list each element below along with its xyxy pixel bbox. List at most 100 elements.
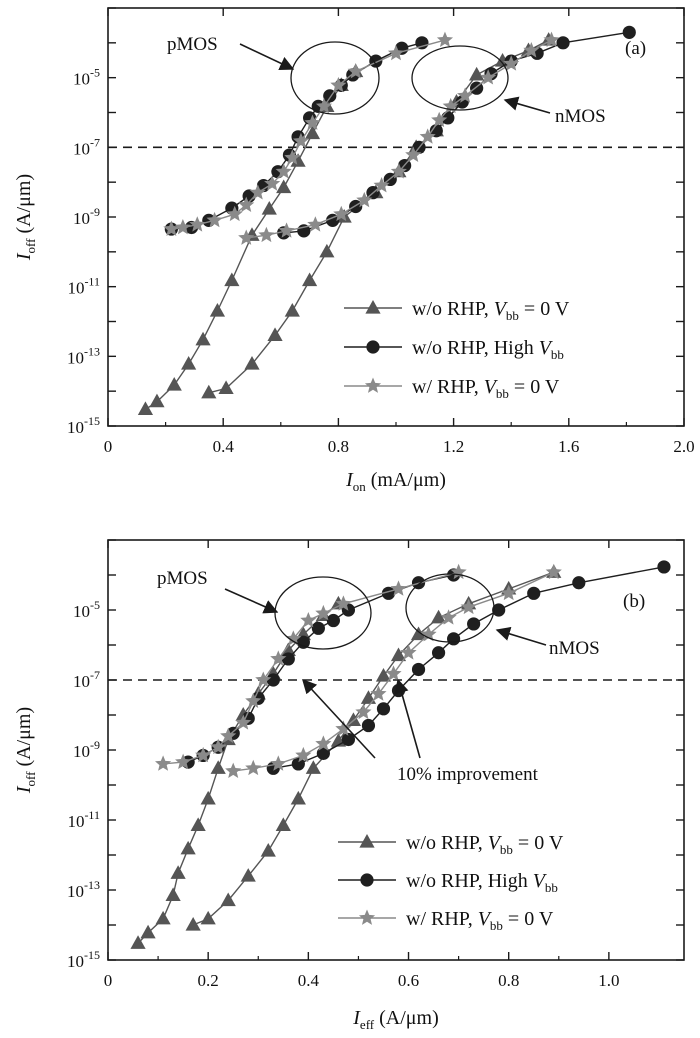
data-point-star — [370, 685, 387, 701]
data-point-triangle — [290, 153, 306, 167]
data-point-star — [523, 42, 540, 58]
data-point-star — [545, 563, 562, 580]
x-axis-unit: (A/μm) — [374, 1007, 439, 1029]
data-point-triangle — [224, 272, 240, 287]
data-point-triangle — [319, 243, 335, 258]
data-point-star — [335, 595, 352, 611]
legend-subscript: bb — [545, 880, 558, 895]
legend-text: w/o RHP, — [412, 298, 494, 320]
data-point-star — [163, 220, 180, 236]
data-point-triangle — [200, 790, 216, 805]
data-point-triangle — [261, 200, 277, 215]
x-tick-label: 1.2 — [443, 437, 464, 456]
y-tick-label: 10-5 — [73, 598, 100, 621]
y-tick-exponent: -15 — [84, 948, 100, 962]
data-point-circle — [291, 757, 305, 771]
data-point-triangle — [200, 910, 216, 925]
x-tick-label: 0.8 — [498, 971, 519, 990]
data-point-triangle — [430, 609, 447, 624]
data-point-star — [220, 727, 237, 743]
x-tick-label: 1.0 — [598, 971, 619, 990]
legend-marker-triangle — [365, 300, 381, 314]
data-point-star — [249, 184, 266, 200]
data-point-star — [405, 146, 422, 162]
data-point-star — [284, 149, 301, 165]
legend-variable: V — [478, 908, 493, 930]
highlight-ellipse — [411, 45, 509, 111]
data-point-star — [174, 218, 191, 235]
x-tick-label: 0 — [104, 971, 113, 990]
y-axis-label: Ioff (A/μm) — [13, 707, 38, 794]
legend-text: w/ RHP, — [406, 908, 478, 930]
data-point-star — [155, 755, 172, 771]
y-tick-exponent: -5 — [90, 598, 100, 612]
data-point-star — [419, 128, 436, 144]
data-point-circle — [391, 683, 406, 698]
data-point-triangle — [244, 356, 260, 370]
data-point-star — [238, 196, 255, 212]
data-point-triangle — [209, 303, 226, 317]
y-axis-unit: (A/μm) — [13, 174, 35, 239]
data-point-star — [460, 598, 477, 615]
legend-subscript: bb — [496, 386, 509, 401]
legend-label: w/o RHP, Vbb = 0 V — [406, 832, 564, 857]
data-point-triangle — [260, 843, 276, 857]
data-point-star — [292, 132, 310, 149]
legend-marker-star — [358, 909, 376, 925]
plot-frame — [107, 539, 685, 961]
legend-label: w/ RHP, Vbb = 0 V — [406, 908, 554, 933]
data-point-star — [275, 163, 292, 179]
data-point-star — [387, 44, 405, 61]
data-point-triangle — [201, 384, 217, 399]
legend-label: w/ RHP, Vbb = 0 V — [412, 376, 560, 401]
data-point-triangle — [304, 125, 321, 140]
data-point-circle — [311, 621, 325, 635]
x-tick-label: 0.6 — [398, 971, 419, 990]
data-point-star — [210, 738, 227, 755]
data-point-circle — [361, 718, 376, 733]
series-star — [155, 563, 562, 778]
data-point-star — [300, 612, 317, 628]
panel-label: (b) — [623, 591, 645, 612]
data-point-star — [315, 735, 332, 751]
data-point-star — [543, 31, 560, 47]
data-point-triangle — [185, 917, 201, 931]
annotation-label: pMOS — [167, 34, 218, 55]
data-point-circle — [572, 576, 586, 590]
data-point-triangle — [302, 272, 318, 287]
annotation-label: 10% improvement — [397, 764, 539, 785]
panel-label: (a) — [625, 38, 646, 59]
data-point-triangle — [410, 626, 427, 641]
data-point-circle — [266, 673, 280, 687]
legend-subscript: bb — [500, 842, 513, 857]
data-point-star — [330, 76, 347, 93]
data-point-star — [285, 630, 302, 646]
data-point-star — [333, 205, 350, 222]
data-point-circle — [527, 586, 541, 600]
y-tick-base: 10 — [73, 209, 90, 228]
y-axis-symbol: I — [13, 785, 35, 794]
data-point-star — [255, 671, 272, 687]
y-tick-label: 10-13 — [67, 878, 100, 901]
y-tick-label: 10-15 — [67, 414, 100, 437]
data-point-circle — [411, 662, 426, 677]
y-tick-base: 10 — [67, 882, 84, 901]
x-axis-symbol: I — [352, 1007, 361, 1029]
data-point-star — [385, 665, 402, 681]
data-point-star — [278, 222, 295, 238]
data-point-star — [355, 703, 372, 720]
data-point-star — [356, 191, 373, 208]
data-point-star — [295, 746, 312, 763]
legend: w/o RHP, Vbb = 0 V w/o RHP, High Vbb w/ RH… — [338, 832, 564, 933]
annotation-arrow — [495, 626, 547, 646]
y-tick-base: 10 — [67, 418, 84, 437]
y-tick-exponent: -5 — [90, 66, 100, 80]
data-point-triangle — [155, 910, 171, 925]
data-point-circle — [467, 617, 481, 631]
legend-label: w/o RHP, High Vbb — [406, 870, 558, 895]
y-tick-base: 10 — [67, 812, 84, 831]
x-tick-label: 2.0 — [673, 437, 694, 456]
legend-subscript: bb — [490, 918, 503, 933]
